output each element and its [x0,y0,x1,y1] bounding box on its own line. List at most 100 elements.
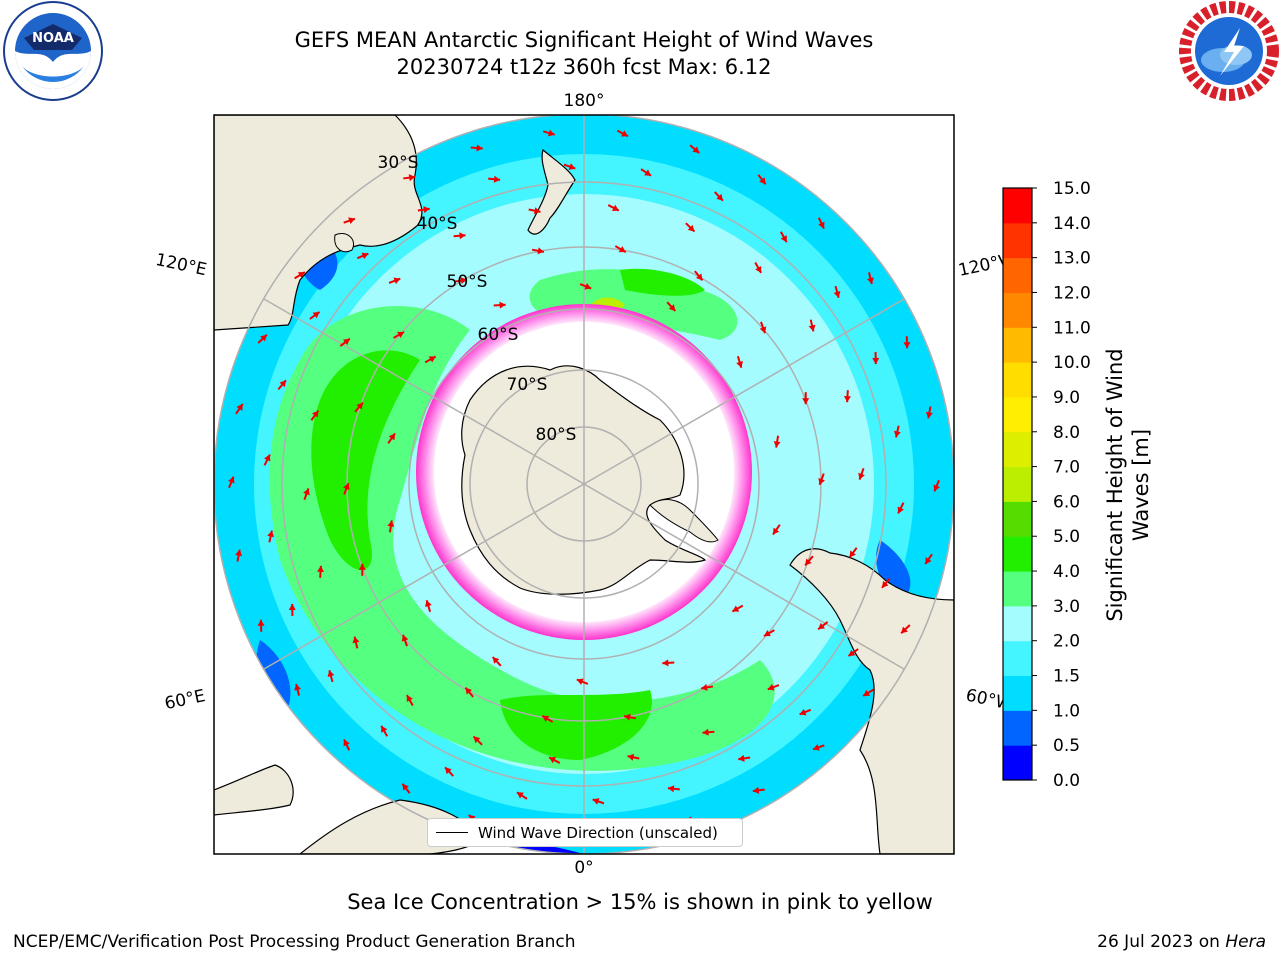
wind-wave-arrow-head [576,678,584,685]
colorbar-tick-label: 7.0 [1053,458,1080,478]
wind-wave-arrow-head [516,792,524,799]
colorbar-segment [1003,257,1032,293]
wind-wave-arrow-head [627,753,635,761]
wind-wave-arrow-head [687,224,695,232]
wind-wave-arrow-head [533,207,541,215]
wind-wave-arrow-head [773,441,781,448]
legend-line-swatch [436,832,468,833]
wind-wave-arrow-head [925,411,933,419]
colorbar-segment [1003,710,1032,746]
wind-wave-arrow-head [618,246,626,253]
wind-wave-arrow-head [381,725,388,733]
wind-wave-arrow-head [460,277,467,285]
colorbar-segment [1003,396,1032,433]
wind-wave-arrow-head [763,630,771,637]
wind-wave-arrow-head [387,520,395,527]
wind-wave-arrow-head [848,649,856,657]
colorbar-tick-label: 1.5 [1053,667,1080,687]
wind-wave-arrow-head [692,146,700,154]
wind-wave-arrow-head [402,783,409,791]
wind-wave-arrow-head [802,398,810,405]
wind-wave-arrow-head [343,483,350,491]
wind-wave-arrow-head [228,476,235,484]
wind-wave-arrow-head [317,565,325,573]
footer-credit: NCEP/EMC/Verification Post Processing Pr… [13,932,576,952]
wind-wave-arrow-head [358,563,366,570]
wind-wave-arrow-head [401,634,409,642]
wind-wave-arrow-head [621,130,628,137]
colorbar-tick-label: 11.0 [1053,318,1091,338]
wind-wave-arrow-head [767,683,775,691]
colorbar-segment [1003,431,1032,468]
colorbar-tick-label: 0.5 [1053,736,1080,756]
wind-wave-arrow-head [611,204,619,211]
colorbar-segment [1003,292,1032,328]
wind-wave-arrow-head [805,558,812,566]
lon-label-0: 0° [574,858,593,878]
wind-wave-arrow-head [408,174,416,182]
wind-wave-arrow-head [818,477,825,485]
chart-title: GEFS MEAN Antarctic Significant Height o… [294,28,874,52]
wind-wave-arrow-head [772,527,780,535]
wind-wave-arrow-head [780,235,787,243]
colorbar-tick-label: 4.0 [1053,562,1080,582]
wind-wave-arrow-head [476,144,483,152]
colorbar-segment [1003,188,1032,224]
wind-wave-arrow-head [872,357,880,365]
wind-wave-arrow-head [493,175,501,183]
wind-wave-arrow-head [867,277,874,284]
wind-wave-arrow-head [732,605,740,612]
colorbar-tick-label: 2.0 [1053,632,1080,652]
wind-wave-arrow-head [473,736,481,744]
colorbar-segment [1003,466,1032,502]
wind-wave-arrow-head [267,530,275,538]
wind-wave-arrow-head [799,708,807,716]
wind-wave-arrow-head [755,265,762,273]
wind-wave-arrow-head [818,221,825,229]
sea-ice-note: Sea Ice Concentration > 15% is shown in … [347,890,933,914]
wind-wave-arrow-head [235,549,243,557]
colorbar-tick-label: 14.0 [1053,214,1091,234]
wind-wave-arrow-head [393,277,401,285]
footer-host: Hera [1225,932,1266,952]
colorbar-segment [1003,536,1032,572]
svg-text:NOAA: NOAA [32,31,74,46]
wind-wave-arrow-head [236,403,243,411]
wind-wave-arrow-head [537,247,544,255]
wind-wave-arrow-head [903,342,911,349]
wind-wave-arrow-head [352,636,360,644]
colorbar-tick-label: 10.0 [1053,353,1091,373]
colorbar-tick-label: 0.0 [1053,771,1080,791]
noaa-logo: NOAA [3,1,103,101]
wind-wave-arrow-head [716,193,723,201]
wind-wave-arrow-head [901,626,908,634]
wind-wave-arrow-head [361,252,369,260]
wind-wave-arrow-head [881,580,889,588]
wind-wave-arrow-head [492,657,500,664]
wind-wave-arrow-head [257,619,265,626]
lat-label-70s: 70°S [507,375,548,395]
chart-subtitle: 20230724 t12z 360h fcst Max: 6.12 [396,55,772,79]
map-legend: Wind Wave Direction (unscaled) [427,818,743,847]
wind-wave-arrow-head [925,557,932,565]
colorbar-tick-label: 9.0 [1053,388,1080,408]
wind-wave-arrow-head [843,395,851,403]
colorbar-tick-label: 8.0 [1053,423,1080,443]
wind-wave-arrow-head [738,754,745,762]
wind-wave-arrow-head [752,786,760,794]
wind-wave-arrow-head [356,402,363,410]
wind-wave-arrow-head [644,169,652,176]
colorbar-tick-label: 1.0 [1053,701,1080,721]
wind-wave-arrow-head [812,744,820,751]
wind-wave-arrow-head [933,484,940,492]
wind-wave-arrow-head [624,713,631,721]
colorbar-segment [1003,501,1032,537]
wind-wave-arrow-head [423,206,430,214]
wind-wave-arrow-head [547,129,555,137]
colorbar-segment [1003,745,1032,781]
colorbar-segment [1003,605,1032,642]
colorbar-segment [1003,571,1032,607]
colorbar-segment [1003,640,1032,677]
wind-wave-arrow-head [662,659,669,667]
